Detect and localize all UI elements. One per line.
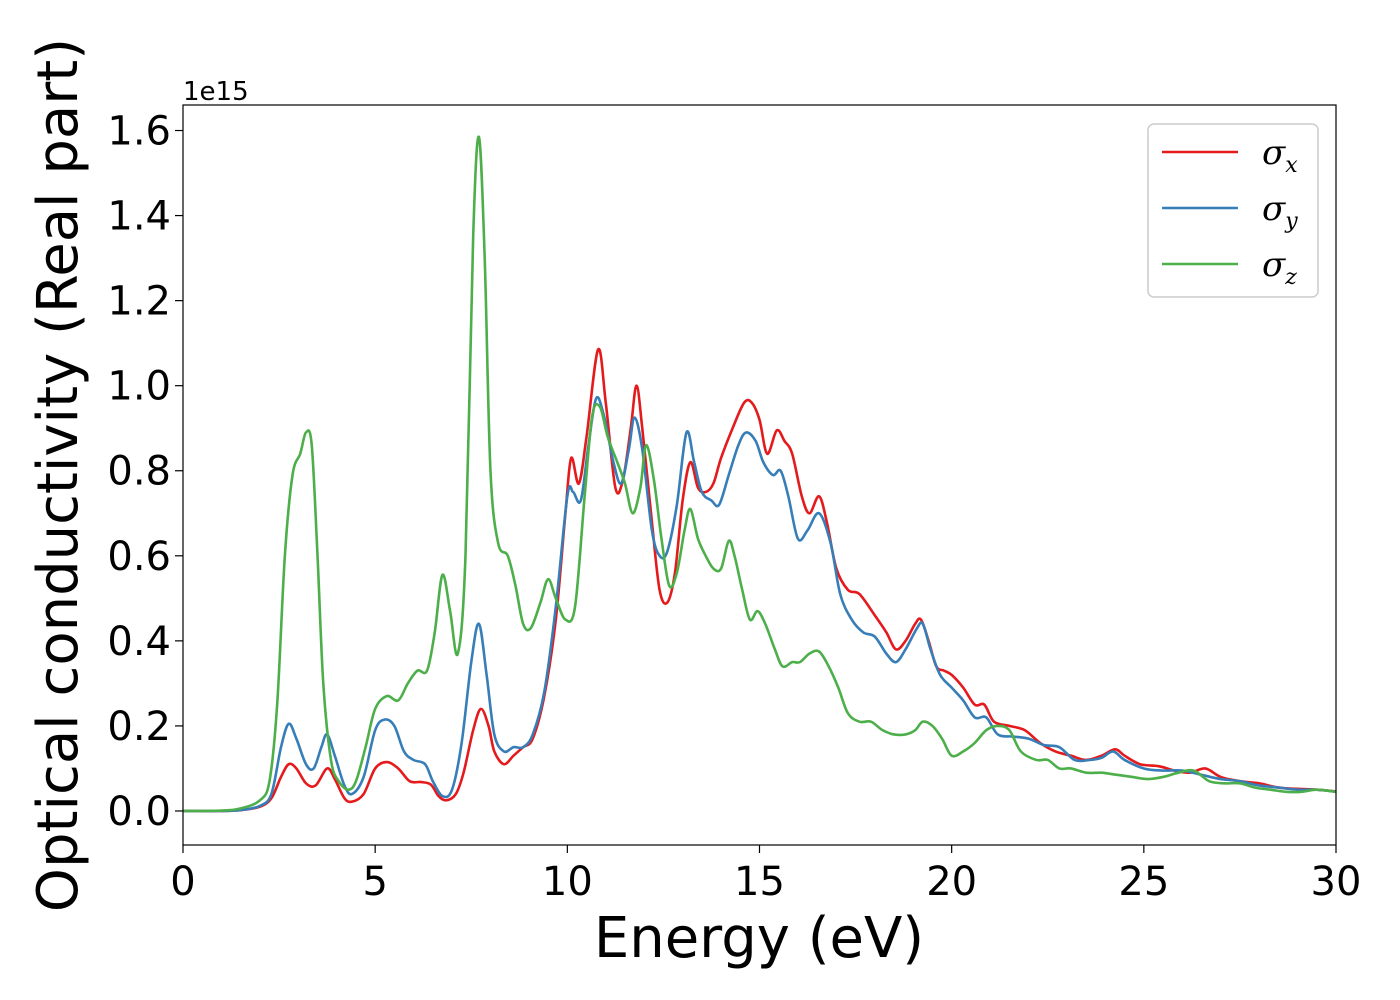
x-tick-label: 20 <box>926 859 977 905</box>
y-tick-label: 1.4 <box>107 194 171 240</box>
y-tick-label: 0.0 <box>107 789 171 835</box>
y-tick-label: 1.6 <box>107 109 171 155</box>
legend-label-y: σy <box>1262 189 1298 234</box>
x-tick-label: 5 <box>362 859 387 905</box>
y-tick-label: 0.4 <box>107 619 171 665</box>
y-tick-label: 0.8 <box>107 449 171 495</box>
y-tick-label: 0.2 <box>107 704 171 750</box>
x-axis-label: Energy (eV) <box>594 906 924 971</box>
x-axis-ticks: 0 5 10 15 20 25 30 <box>170 845 1361 905</box>
y-offset-label: 1e15 <box>183 77 249 107</box>
series-line-y <box>182 396 1337 813</box>
plot-background <box>183 105 1336 845</box>
x-tick-label: 25 <box>1118 859 1169 905</box>
y-axis-ticks: 0.0 0.2 0.4 0.6 0.8 1.0 1.2 1.4 1.6 <box>107 109 183 835</box>
x-tick-label: 0 <box>170 859 195 905</box>
series-line-z <box>182 135 1337 813</box>
y-tick-label: 0.6 <box>107 534 171 580</box>
y-tick-label: 1.0 <box>107 364 171 410</box>
x-tick-label: 30 <box>1311 859 1362 905</box>
y-tick-label: 1.2 <box>107 279 171 325</box>
y-axis-label: Optical conductivity (Real part) <box>26 38 91 912</box>
series-layer <box>182 135 1337 813</box>
x-tick-label: 15 <box>734 859 785 905</box>
legend-frame <box>1147 123 1319 298</box>
x-tick-label: 10 <box>542 859 593 905</box>
